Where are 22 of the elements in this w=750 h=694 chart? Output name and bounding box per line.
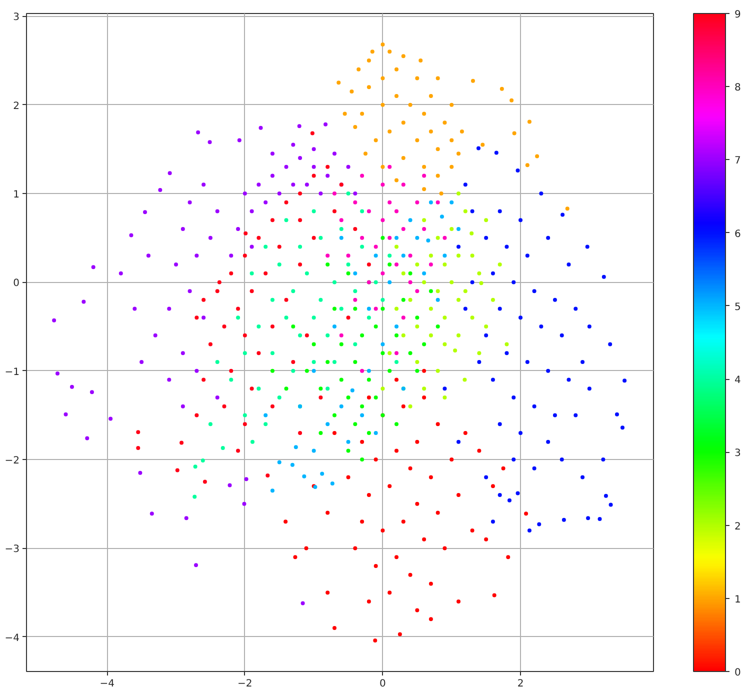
color-bar-label: 7 [734,156,741,167]
color-bar-label: 1 [734,594,741,606]
color-bar-label: 5 [734,302,741,313]
color-bar-label: 2 [734,521,741,532]
color-bar-label: 3 [734,448,741,460]
y-tick-label: −3 [4,544,20,556]
x-tick-label: 0 [380,678,386,690]
y-tick-label: 1 [13,190,20,201]
color-bar-label: 0 [734,668,741,678]
color-bar-label: 9 [734,10,741,20]
y-tick-label: −2 [4,456,20,467]
y-tick-label: 0 [13,278,20,290]
x-tick-label: 2 [517,678,524,690]
color-bar-label: 8 [734,82,741,94]
x-tick-label: −4 [100,678,114,690]
color-bar-label: 6 [734,228,741,240]
y-tick-label: 2 [13,100,20,112]
y-tick-label: −4 [4,632,20,644]
x-tick-label: −2 [238,678,252,690]
color-bar-label: 4 [734,375,741,386]
y-tick-label: 3 [13,12,20,24]
y-tick-label: −1 [4,366,20,378]
